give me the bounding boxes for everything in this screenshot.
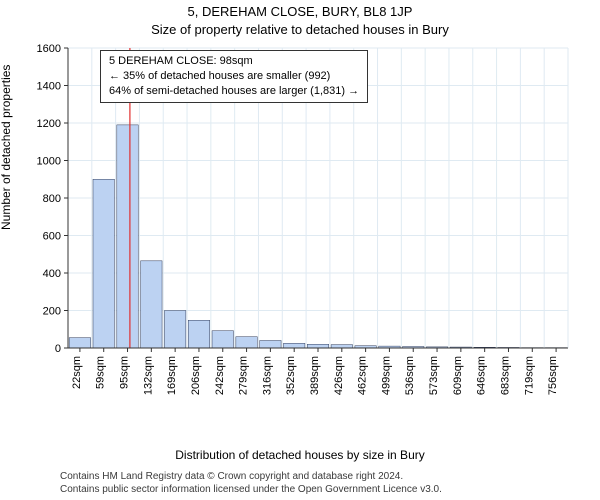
- x-tick-label: 59sqm: [95, 356, 107, 389]
- y-tick-label: 1200: [37, 118, 61, 130]
- x-tick-label: 316sqm: [261, 356, 273, 395]
- x-tick-label: 169sqm: [166, 356, 178, 395]
- x-tick-label: 389sqm: [309, 356, 321, 395]
- y-tick-label: 1400: [37, 81, 61, 93]
- histogram-bar: [188, 320, 209, 348]
- y-tick-label: 1000: [37, 156, 61, 168]
- histogram-bar: [236, 337, 257, 348]
- page-title: 5, DEREHAM CLOSE, BURY, BL8 1JP: [0, 4, 600, 19]
- x-tick-label: 95sqm: [119, 356, 131, 389]
- y-tick-label: 800: [43, 193, 61, 205]
- x-tick-label: 609sqm: [452, 356, 464, 395]
- x-tick-label: 206sqm: [190, 356, 202, 395]
- footer-attribution: Contains HM Land Registry data © Crown c…: [60, 470, 442, 496]
- footer-line2: Contains public sector information licen…: [60, 483, 442, 496]
- histogram-bar: [164, 311, 185, 349]
- histogram-bar: [283, 343, 304, 348]
- histogram-bar: [141, 261, 162, 348]
- y-tick-label: 200: [43, 306, 61, 318]
- x-tick-label: 132sqm: [142, 356, 154, 395]
- annotation-larger-pct: 64% of semi-detached houses are larger (…: [109, 84, 359, 99]
- annotation-property-size: 5 DEREHAM CLOSE: 98sqm: [109, 54, 359, 69]
- y-tick-label: 0: [55, 343, 61, 355]
- x-tick-label: 279sqm: [238, 356, 250, 395]
- annotation-smaller-pct: ← 35% of detached houses are smaller (99…: [109, 69, 359, 84]
- histogram-bar: [93, 179, 114, 348]
- x-tick-label: 462sqm: [357, 356, 369, 395]
- x-tick-label: 756sqm: [547, 356, 559, 395]
- histogram-bar: [69, 338, 90, 348]
- histogram-bar: [212, 331, 233, 348]
- x-tick-label: 426sqm: [333, 356, 345, 395]
- histogram-bar: [260, 341, 281, 349]
- y-axis-label: Number of detached properties: [0, 65, 13, 230]
- x-tick-label: 536sqm: [404, 356, 416, 395]
- x-tick-label: 646sqm: [476, 356, 488, 395]
- x-tick-label: 242sqm: [214, 356, 226, 395]
- x-tick-label: 352sqm: [285, 356, 297, 395]
- x-tick-label: 22sqm: [71, 356, 83, 389]
- y-tick-label: 1600: [37, 43, 61, 55]
- annotation-callout: 5 DEREHAM CLOSE: 98sqm ← 35% of detached…: [100, 50, 368, 103]
- footer-line1: Contains HM Land Registry data © Crown c…: [60, 470, 442, 483]
- histogram-bar: [117, 125, 138, 348]
- x-tick-label: 573sqm: [428, 356, 440, 395]
- histogram-bar: [331, 345, 352, 348]
- histogram-bar: [307, 344, 328, 348]
- x-tick-label: 499sqm: [380, 356, 392, 395]
- x-tick-label: 719sqm: [523, 356, 535, 395]
- page-subtitle: Size of property relative to detached ho…: [0, 22, 600, 37]
- x-tick-label: 683sqm: [499, 356, 511, 395]
- y-tick-label: 400: [43, 268, 61, 280]
- x-axis-label: Distribution of detached houses by size …: [0, 448, 600, 462]
- y-tick-label: 600: [43, 231, 61, 243]
- chart-container: 5, DEREHAM CLOSE, BURY, BL8 1JP Size of …: [0, 0, 600, 500]
